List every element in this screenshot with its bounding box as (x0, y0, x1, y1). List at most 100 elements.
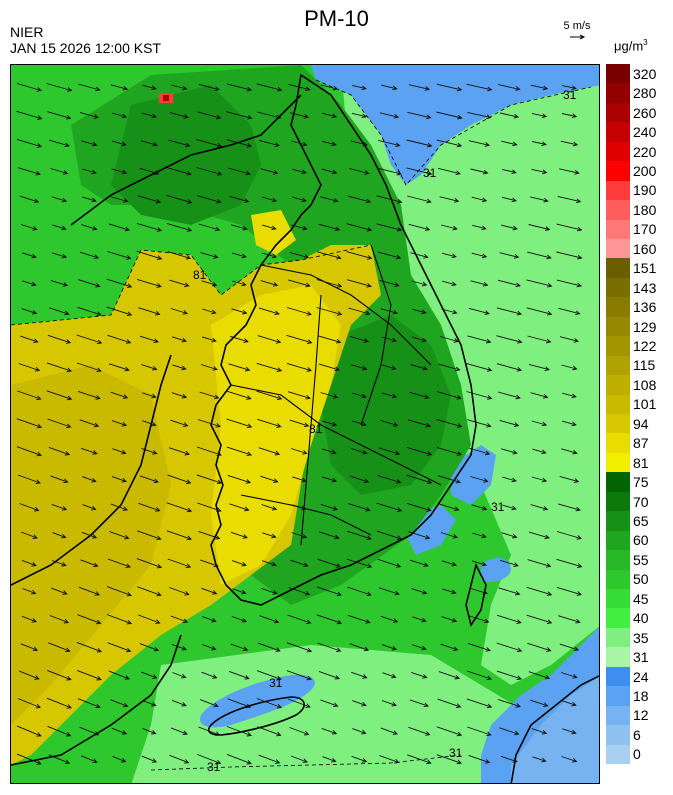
wind-arrow (500, 755, 518, 763)
wind-arrow (501, 448, 517, 454)
contour-label: 31 (423, 166, 437, 180)
wind-arrow (289, 727, 309, 735)
wind-arrowhead (571, 393, 577, 399)
wind-arrowhead (394, 758, 400, 764)
wind-arrow (321, 420, 337, 426)
wind-arrow (141, 112, 157, 118)
wind-arrow (346, 586, 372, 596)
wind-arrow (532, 756, 546, 762)
wind-arrowhead (301, 197, 307, 203)
wind-arrowhead (66, 367, 73, 373)
wind-arrowhead (182, 85, 188, 91)
wind-arrowhead (397, 198, 403, 204)
wind-arrowhead (61, 561, 67, 567)
wind-arrow (17, 474, 41, 484)
wind-arrow (230, 643, 248, 651)
wind-arrow (318, 223, 340, 231)
wind-arrowhead (35, 479, 41, 484)
wind-arrow (466, 391, 492, 399)
wind-arrowhead (512, 141, 518, 147)
wind-arrowhead (395, 563, 402, 568)
wind-arrow (46, 83, 72, 91)
wind-arrow (468, 754, 490, 764)
wind-arrow (376, 502, 402, 512)
wind-arrow (82, 168, 96, 174)
unit-exponent: 3 (643, 38, 648, 47)
wind-arrowhead (241, 561, 247, 567)
wind-arrowhead (361, 85, 367, 91)
wind-arrow (319, 531, 339, 539)
wind-arrowhead (363, 478, 370, 484)
legend-label: 260 (633, 104, 657, 121)
wind-arrow (202, 644, 216, 650)
wind-arrowhead (544, 366, 550, 372)
wind-arrowhead (126, 283, 133, 289)
wind-arrow (558, 615, 580, 623)
wind-arrowhead (153, 478, 159, 484)
wind-arrow (46, 362, 72, 372)
wind-arrow (260, 168, 278, 174)
legend-label: 122 (633, 337, 657, 354)
wind-arrow (227, 698, 251, 708)
wind-arrowhead (483, 478, 489, 483)
legend-label: 190 (633, 182, 657, 199)
wind-arrow (111, 420, 127, 426)
wind-arrowhead (451, 589, 457, 595)
wind-arrow (468, 447, 490, 455)
wind-arrowhead (276, 703, 283, 709)
wind-arrowhead (124, 534, 130, 540)
wind-arrow (351, 364, 367, 370)
wind-arrowhead (271, 225, 277, 231)
wind-arrow (496, 335, 522, 343)
wind-arrow (111, 476, 127, 482)
legend-swatch (606, 64, 630, 84)
wind-arrow (166, 502, 192, 512)
legend-swatch (606, 433, 630, 454)
wind-arrowhead (426, 479, 433, 484)
wind-arrow (556, 586, 582, 596)
wind-arrowhead (396, 507, 403, 513)
wind-arrowhead (123, 198, 129, 203)
wind-arrowhead (92, 758, 98, 764)
zone-darker-green-core (111, 85, 261, 225)
wind-arrowhead (271, 253, 278, 259)
legend-label: 108 (633, 376, 657, 393)
wind-arrowhead (572, 365, 578, 371)
wind-arrow (107, 642, 131, 652)
wind-arrow (172, 364, 186, 370)
wind-arrowhead (302, 225, 308, 231)
wind-arrowhead (66, 395, 73, 401)
wind-arrow (196, 446, 222, 456)
wind-arrow (466, 698, 492, 708)
wind-arrowhead (486, 367, 493, 372)
wind-arrow (141, 755, 157, 763)
wind-arrow (198, 223, 220, 231)
wind-arrowhead (455, 366, 461, 372)
wind-arrowhead (66, 114, 72, 120)
wind-arrow (351, 448, 367, 454)
wind-arrowhead (96, 311, 102, 316)
wind-arrowhead (426, 759, 432, 765)
wind-arrow (21, 559, 37, 567)
wind-arrowhead (456, 394, 462, 400)
wind-arrowhead (151, 758, 158, 763)
wind-arrowhead (246, 759, 252, 765)
wind-arrow (201, 336, 217, 342)
wind-arrow (527, 335, 551, 343)
wind-arrowhead (245, 479, 252, 484)
wind-arrowhead (34, 675, 40, 680)
wind-arrowhead (454, 674, 461, 680)
wind-arrowhead (121, 758, 127, 763)
wind-arrowhead (484, 759, 491, 764)
wind-arrow (378, 587, 400, 595)
wind-arrow (76, 641, 102, 653)
wind-arrow (51, 503, 67, 511)
wind-arrow (531, 168, 547, 174)
wind-arrow (256, 670, 282, 680)
wind-arrowhead (424, 226, 431, 232)
legend-label: 101 (633, 396, 657, 413)
wind-arrowhead (394, 590, 400, 596)
wind-arrow (351, 755, 367, 763)
wind-arrow (48, 139, 70, 147)
wind-arrowhead (276, 114, 282, 120)
